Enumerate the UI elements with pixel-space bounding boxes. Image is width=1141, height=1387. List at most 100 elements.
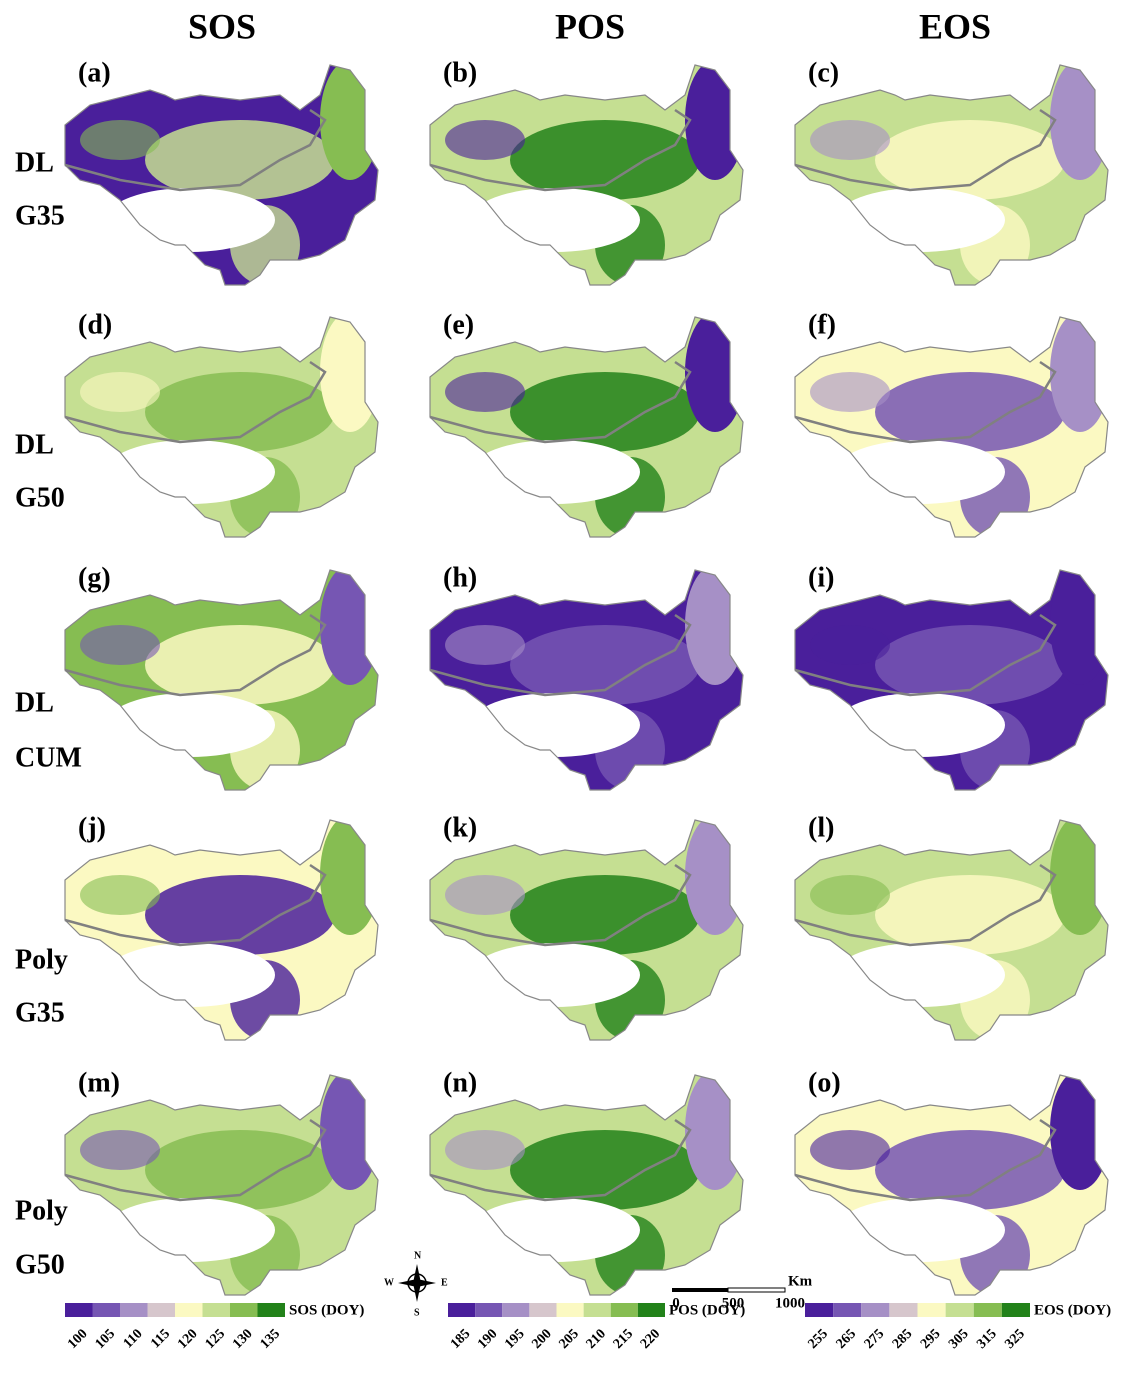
legend-title: EOS (DOY) xyxy=(1034,1302,1111,1318)
panel-label: (n) xyxy=(443,1067,477,1098)
panel-label: (g) xyxy=(78,562,111,593)
map-zone xyxy=(320,1070,380,1190)
legend-tick: 125 xyxy=(203,1326,228,1351)
row-threshold: G50 xyxy=(15,482,65,513)
legend-tick: 295 xyxy=(918,1326,943,1351)
compass-s: S xyxy=(414,1307,420,1318)
map-desert xyxy=(835,943,1005,1007)
legend-swatch xyxy=(861,1303,889,1317)
row-method: Poly xyxy=(15,1195,68,1226)
map-zone xyxy=(445,1130,525,1170)
map-zone xyxy=(445,120,525,160)
map-panel xyxy=(790,815,1110,1045)
map-zone xyxy=(685,1070,745,1190)
panel-label: (f) xyxy=(808,309,836,340)
legend-tick: 105 xyxy=(93,1326,118,1351)
panel-label: (b) xyxy=(443,57,477,88)
scale-unit: Km xyxy=(788,1273,813,1289)
map-zone xyxy=(320,815,380,935)
legend-swatch xyxy=(529,1303,556,1317)
map-panel xyxy=(60,565,380,795)
map-zone xyxy=(445,875,525,915)
map-panel xyxy=(790,1070,1110,1300)
scale-segment xyxy=(728,1288,785,1292)
legend-tick: 200 xyxy=(529,1326,554,1351)
legend-swatch xyxy=(611,1303,638,1317)
map-panel xyxy=(425,60,745,290)
map-fill xyxy=(790,60,1110,290)
row-method: DL xyxy=(15,147,54,178)
map-panel xyxy=(425,815,745,1045)
compass: N S W E xyxy=(384,1250,448,1318)
legend-tick: 305 xyxy=(946,1326,971,1351)
panel-label: (m) xyxy=(78,1067,120,1098)
map-fill xyxy=(425,60,745,290)
row-threshold: G35 xyxy=(15,200,65,231)
map-fill xyxy=(425,312,745,542)
legend-swatch xyxy=(230,1303,258,1317)
map-fill xyxy=(60,60,380,290)
legend-tick: 265 xyxy=(834,1326,859,1351)
map-fill xyxy=(790,1070,1110,1300)
legend-swatch xyxy=(502,1303,529,1317)
panel-label: (e) xyxy=(443,309,474,340)
map-panel xyxy=(790,60,1110,290)
map-fill xyxy=(60,565,380,795)
map-desert xyxy=(105,693,275,757)
compass-e: E xyxy=(441,1277,448,1288)
map-zone xyxy=(1050,1070,1110,1190)
map-desert xyxy=(835,1198,1005,1262)
legend-tick: 315 xyxy=(974,1326,999,1351)
map-zone xyxy=(1050,565,1110,685)
legend-tick: 255 xyxy=(806,1326,831,1351)
map-panel xyxy=(60,815,380,1045)
row-method: DL xyxy=(15,687,54,718)
map-desert xyxy=(835,693,1005,757)
map-fill xyxy=(425,815,745,1045)
legend-swatch xyxy=(175,1303,203,1317)
legend-swatch xyxy=(805,1303,833,1317)
legend-tick: 215 xyxy=(611,1326,636,1351)
legend-swatch xyxy=(65,1303,93,1317)
map-zone xyxy=(80,372,160,412)
map-desert xyxy=(105,943,275,1007)
map-fill xyxy=(425,565,745,795)
map-fill xyxy=(790,815,1110,1045)
map-zone xyxy=(810,625,890,665)
legend-swatch xyxy=(448,1303,475,1317)
map-zone xyxy=(80,120,160,160)
map-panel xyxy=(425,565,745,795)
compass-w: W xyxy=(384,1277,394,1288)
scale-label: 1000 xyxy=(775,1295,805,1311)
legend-tick: 195 xyxy=(502,1326,527,1351)
map-zone xyxy=(80,1130,160,1170)
legend-swatch xyxy=(258,1303,286,1317)
legend-title: POS (DOY) xyxy=(669,1302,745,1318)
panel-label: (o) xyxy=(808,1067,841,1098)
map-fill xyxy=(60,815,380,1045)
legend-tick: 185 xyxy=(448,1326,473,1351)
scale-segment xyxy=(672,1288,728,1292)
panel-label: (j) xyxy=(78,812,106,843)
map-zone xyxy=(320,312,380,432)
legend-swatch xyxy=(638,1303,665,1317)
legend-tick: 115 xyxy=(148,1326,173,1351)
map-zone xyxy=(810,372,890,412)
legend-tick: 325 xyxy=(1002,1326,1027,1351)
legend-tick: 130 xyxy=(230,1326,255,1351)
legend-swatch xyxy=(584,1303,611,1317)
legend-swatch xyxy=(833,1303,861,1317)
map-zone xyxy=(1050,60,1110,180)
compass-n: N xyxy=(414,1250,422,1261)
legend-tick: 275 xyxy=(862,1326,887,1351)
legend-tick: 190 xyxy=(475,1326,500,1351)
legend-tick: 135 xyxy=(258,1326,283,1351)
map-zone xyxy=(80,875,160,915)
map-fill xyxy=(790,565,1110,795)
map-fill xyxy=(60,1070,380,1300)
panel-label: (i) xyxy=(808,562,834,593)
map-fill xyxy=(790,312,1110,542)
column-header: EOS xyxy=(919,6,991,46)
legend-swatch xyxy=(889,1303,917,1317)
map-panel xyxy=(60,60,380,290)
